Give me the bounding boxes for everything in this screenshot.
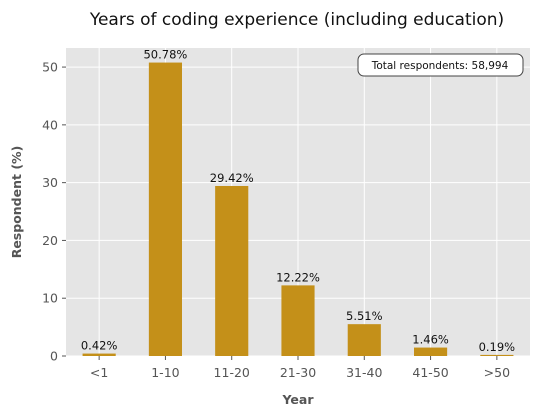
data-label: 0.19% [479,340,516,354]
data-label: 1.46% [412,333,449,347]
data-label: 50.78% [143,48,187,62]
y-tick-label: 50 [42,60,58,75]
y-tick-label: 10 [42,291,58,306]
x-tick-label: 11-20 [214,365,250,380]
bar [148,62,182,356]
x-tick-label: 41-50 [412,365,448,380]
bar [480,354,514,356]
x-axis-label: Year [282,392,315,407]
y-tick-label: 20 [42,233,58,248]
y-axis-label: Respondent (%) [9,146,24,259]
x-axis-ticks: <1 1-10 11-20 21-30 31-40 41-50 >50 [90,356,510,380]
data-label: 5.51% [346,309,383,323]
x-tick-label: <1 [90,365,108,380]
data-label: 0.42% [81,339,118,353]
bar [215,185,249,356]
annotation-text: Total respondents: 58,994 [371,60,509,72]
x-tick-label: 1-10 [151,365,179,380]
x-tick-label: 31-40 [346,365,382,380]
y-axis-ticks: 0 10 20 30 40 50 [42,60,66,364]
x-tick-label: 21-30 [280,365,316,380]
data-label: 29.42% [210,171,254,185]
bars [82,62,514,356]
y-tick-label: 40 [42,117,58,132]
data-labels: 0.42% 50.78% 29.42% 12.22% 5.51% 1.46% 0.19% [81,48,515,354]
bar [347,324,381,356]
data-label: 12.22% [276,270,320,284]
bar [414,347,448,356]
x-tick-label: >50 [484,365,510,380]
annotation-box: Total respondents: 58,994 [357,53,524,77]
y-tick-label: 30 [42,175,58,190]
bar [82,353,116,356]
chart-title: Years of coding experience (including ed… [89,10,504,30]
y-tick-label: 0 [50,349,58,364]
bar [281,285,315,356]
